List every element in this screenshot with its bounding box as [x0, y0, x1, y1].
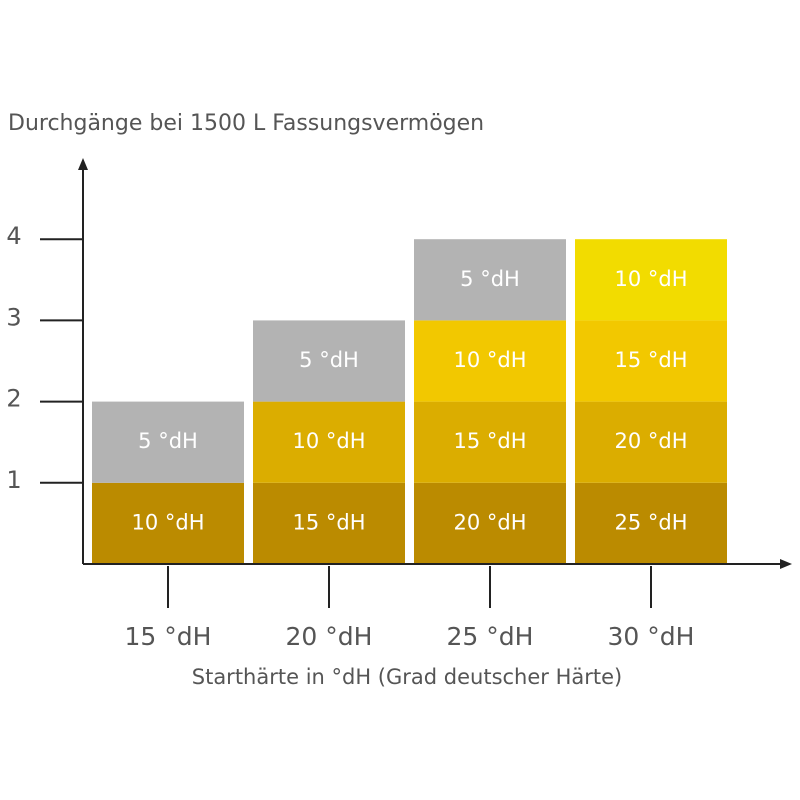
segment-label: 15 °dH [614, 348, 687, 372]
segment-label: 10 °dH [292, 429, 365, 453]
bar-segment [414, 401, 566, 483]
y-tick-label: 3 [6, 303, 21, 331]
bar-segment [575, 401, 727, 483]
bar-segment [575, 320, 727, 402]
bar-segment [253, 320, 405, 402]
segment-label: 10 °dH [453, 348, 526, 372]
y-axis-arrow [78, 158, 88, 170]
bar-segment [253, 482, 405, 564]
segment-label: 15 °dH [453, 429, 526, 453]
bar-segment [414, 320, 566, 402]
segment-label: 25 °dH [614, 510, 687, 534]
segment-label: 5 °dH [299, 348, 359, 372]
x-tick-label: 20 °dH [286, 622, 373, 651]
segment-label: 5 °dH [460, 267, 520, 291]
x-tick-label: 15 °dH [125, 622, 212, 651]
bar-segment [414, 239, 566, 321]
x-tick-label: 30 °dH [608, 622, 695, 651]
segment-label: 5 °dH [138, 429, 198, 453]
bar-segment [92, 401, 244, 483]
bar-segment [414, 482, 566, 564]
segment-label: 10 °dH [131, 510, 204, 534]
segment-label: 15 °dH [292, 510, 365, 534]
bar-segment [575, 239, 727, 321]
y-tick-label: 4 [6, 222, 21, 250]
segment-label: 20 °dH [614, 429, 687, 453]
segment-label: 10 °dH [614, 267, 687, 291]
bar-segment [253, 401, 405, 483]
x-tick-label: 25 °dH [447, 622, 534, 651]
x-axis-label: Starthärte in °dH (Grad deutscher Härte) [192, 665, 623, 689]
segment-label: 20 °dH [453, 510, 526, 534]
chart-title: Durchgänge bei 1500 L Fassungsvermögen [8, 111, 484, 136]
bar-segment [575, 482, 727, 564]
y-tick-label: 2 [6, 385, 21, 413]
x-axis-arrow [780, 559, 792, 569]
bar-segment [92, 482, 244, 564]
y-tick-label: 1 [6, 466, 21, 494]
